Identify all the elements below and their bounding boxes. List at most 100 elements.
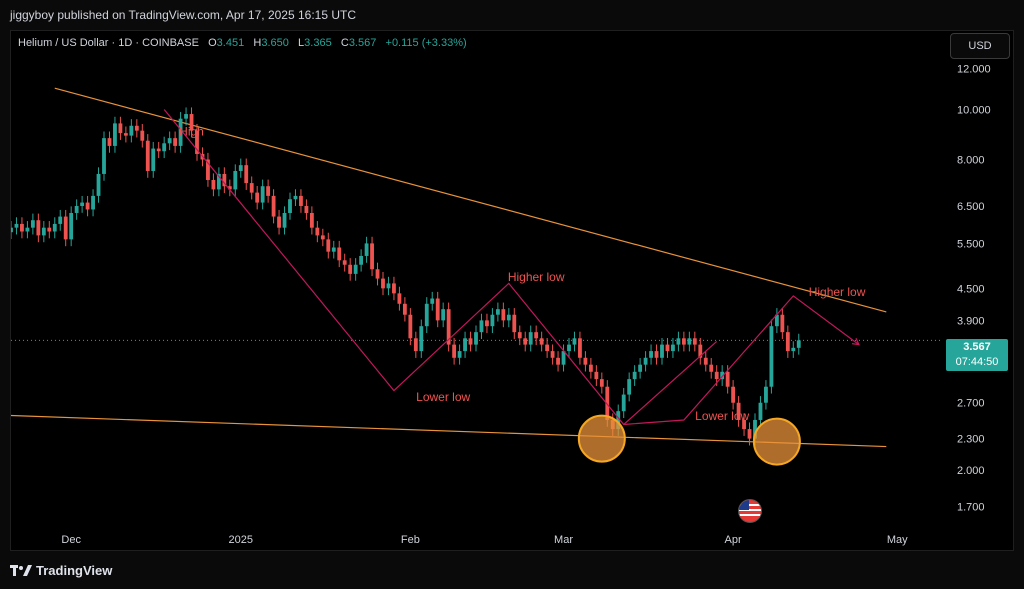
- candle-body: [512, 314, 517, 333]
- candle-body: [435, 298, 440, 321]
- y-tick-label: 2.000: [957, 465, 985, 477]
- candle-body: [255, 192, 260, 203]
- price-chart[interactable]: 12.000 10.000 8.000 6.500 5.500 4.500 3.900 2.7…: [11, 31, 1013, 550]
- candle-body: [173, 138, 178, 146]
- candle-body: [151, 148, 156, 171]
- candle-body: [769, 326, 774, 387]
- y-tick-label: 2.300: [957, 434, 985, 446]
- candle-body: [47, 227, 52, 232]
- candle-body: [709, 364, 714, 372]
- candle-body: [195, 130, 199, 154]
- candle-body: [660, 344, 664, 358]
- tradingview-logo-text: TradingView: [36, 563, 113, 578]
- candle-body: [348, 264, 353, 274]
- candle-body: [69, 212, 74, 240]
- candle-body: [643, 357, 648, 365]
- candle-body: [189, 114, 194, 131]
- candle-body: [692, 338, 697, 345]
- candle-body: [725, 371, 730, 387]
- x-tick-label: Mar: [554, 534, 573, 546]
- candle-body: [162, 143, 167, 152]
- candle-body: [282, 212, 287, 228]
- candle-body: [621, 394, 626, 412]
- candle-body: [260, 186, 265, 203]
- candle-body: [184, 114, 188, 119]
- candle-body: [58, 216, 63, 224]
- candle-body: [681, 338, 686, 345]
- candle-body: [364, 243, 369, 256]
- candle-body: [528, 332, 533, 345]
- candle-body: [320, 235, 325, 240]
- candle-body: [277, 216, 281, 228]
- candle-body: [796, 340, 801, 348]
- candle-body: [632, 371, 637, 380]
- candle-body: [588, 364, 593, 372]
- high-value: 3.650: [261, 37, 289, 49]
- candle-body: [654, 351, 659, 358]
- candle-body: [501, 309, 506, 321]
- candle-body: [156, 148, 161, 152]
- candle-body: [747, 429, 752, 439]
- candle-body: [545, 344, 550, 352]
- candle-body: [216, 173, 221, 190]
- top-bar: jiggyboy published on TradingView.com, A…: [0, 0, 1024, 30]
- candle-body: [599, 379, 604, 387]
- candle-body: [413, 338, 418, 352]
- candle-body: [578, 338, 582, 358]
- candle-body: [25, 227, 30, 232]
- currency-button[interactable]: USD: [950, 33, 1010, 59]
- last-price-tag: 3.567 07:44:50: [946, 339, 1008, 371]
- arrowhead: [851, 338, 860, 346]
- x-tick-label: Apr: [725, 534, 742, 546]
- candle-body: [20, 223, 24, 232]
- candle-body: [370, 243, 374, 270]
- symbol-legend: Helium / US Dollar · 1D · COINBASE O3.45…: [18, 37, 467, 49]
- candle-body: [758, 402, 763, 420]
- candle-body: [41, 227, 46, 236]
- tradingview-logo[interactable]: TradingView: [10, 563, 112, 578]
- footer: [0, 556, 1024, 589]
- candle-body: [107, 138, 112, 146]
- candle-body: [720, 371, 725, 380]
- low-label: L: [298, 37, 305, 49]
- candle-body: [452, 344, 457, 358]
- y-tick-label: 3.900: [957, 315, 985, 327]
- candle-body: [495, 309, 500, 315]
- us-flag-icon[interactable]: [738, 499, 762, 523]
- candle-body: [140, 130, 145, 141]
- x-tick-label: May: [887, 534, 908, 546]
- candle-body: [567, 344, 571, 352]
- candle-body: [638, 364, 643, 372]
- candle-body: [671, 344, 675, 352]
- chart-area[interactable]: 12.000 10.000 8.000 6.500 5.500 4.500 3.900 2.7…: [10, 30, 1014, 551]
- candle-body: [11, 227, 13, 233]
- candle-body: [331, 247, 336, 252]
- candle-body: [271, 195, 276, 217]
- candle-body: [145, 140, 150, 171]
- candle-body: [266, 186, 271, 196]
- candle-body: [424, 303, 429, 327]
- candle-body: [479, 320, 484, 333]
- candle-body: [556, 357, 560, 365]
- candle-body: [430, 298, 435, 304]
- candle-body: [731, 386, 736, 403]
- publish-info: jiggyboy published on TradingView.com, A…: [10, 8, 356, 22]
- candle-body: [386, 283, 391, 289]
- annotation-label: Higher low: [809, 285, 866, 299]
- high-label: H: [253, 37, 262, 49]
- candle-body: [561, 351, 566, 365]
- candle-body: [293, 195, 298, 200]
- highlight-circle: [577, 414, 626, 463]
- symbol-name: Helium / US Dollar · 1D · COINBASE: [18, 37, 199, 49]
- candle-body: [238, 165, 243, 171]
- candle-body: [676, 338, 681, 345]
- y-tick-label: 5.500: [957, 238, 985, 250]
- candle-body: [337, 247, 342, 261]
- close-label: C: [340, 37, 349, 49]
- candle-body: [134, 125, 139, 131]
- x-tick-label: Dec: [61, 534, 81, 546]
- candle-body: [118, 123, 123, 134]
- candle-body: [249, 183, 254, 193]
- candle-body: [474, 332, 478, 345]
- candle-body: [392, 283, 396, 294]
